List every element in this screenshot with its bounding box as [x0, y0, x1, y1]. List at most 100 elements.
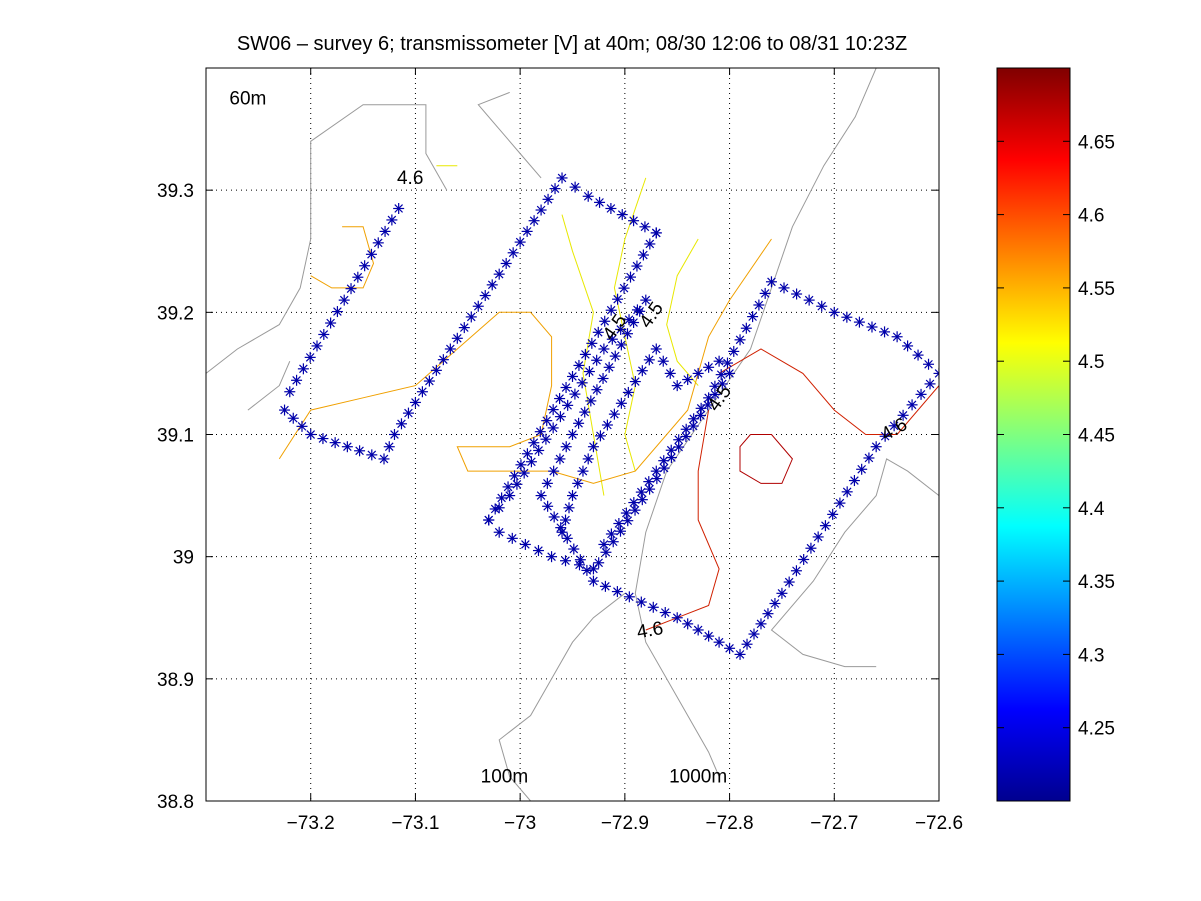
track-point-marker — [542, 193, 554, 205]
track-point-marker — [393, 202, 405, 214]
track-point-marker — [287, 412, 299, 424]
track-point-marker — [628, 317, 640, 329]
grid-lines — [206, 68, 939, 801]
track-point-marker — [713, 355, 725, 367]
track-point-marker — [644, 238, 656, 250]
track-point-marker — [629, 376, 641, 388]
track-point-marker — [715, 369, 727, 381]
track-point-marker — [304, 351, 316, 363]
colorbar-tick-label: 4.4 — [1078, 499, 1105, 520]
track-point-marker — [437, 354, 449, 366]
track-point-marker — [532, 545, 544, 557]
track-point-marker — [579, 406, 591, 418]
track-point-marker — [598, 343, 610, 355]
track-point-marker — [378, 453, 390, 465]
track-point-marker — [682, 618, 694, 630]
track-point-marker — [628, 497, 640, 509]
track-point-marker — [594, 196, 606, 208]
track-point-marker — [659, 607, 671, 619]
track-point-marker — [762, 608, 774, 620]
isobath-label: 60m — [229, 89, 266, 110]
track-point-marker — [657, 355, 669, 367]
track-point-marker — [504, 490, 516, 502]
track-point-marker — [692, 367, 704, 379]
track-point-marker — [636, 365, 648, 377]
track-point-marker — [416, 386, 428, 398]
x-tick-label: −73.1 — [391, 813, 439, 834]
track-point-marker — [776, 587, 788, 599]
track-point-marker — [386, 214, 398, 226]
track-point-marker — [923, 358, 935, 370]
x-tick-label: −72.8 — [706, 813, 754, 834]
track-point-marker — [317, 433, 329, 445]
track-point-marker — [486, 279, 498, 291]
track-point-marker — [329, 437, 341, 449]
track-point-marker — [511, 478, 523, 490]
track-point-marker — [650, 465, 662, 477]
track-point-marker — [479, 290, 491, 302]
track-point-marker — [583, 366, 595, 378]
track-point-marker — [554, 453, 566, 465]
track-point-marker — [863, 452, 875, 464]
track-point-marker — [597, 373, 609, 385]
track-point-marker — [279, 404, 291, 416]
track-point-marker — [548, 511, 560, 523]
track-point-marker — [506, 532, 518, 544]
track-point-marker — [682, 374, 694, 386]
track-point-marker — [521, 225, 533, 237]
track-point-marker — [423, 375, 435, 387]
track-point-marker — [906, 399, 918, 411]
track-point-marker — [567, 370, 578, 382]
track-point-marker — [624, 271, 636, 283]
track-point-marker — [848, 475, 860, 487]
track-point-marker — [915, 388, 927, 400]
track-point-marker — [541, 415, 553, 427]
track-point-marker — [345, 283, 357, 295]
track-point-marker — [728, 345, 740, 357]
track-point-marker — [759, 287, 771, 299]
track-point-marker — [562, 399, 574, 411]
track-point-marker — [755, 618, 767, 630]
track-point-marker — [451, 332, 463, 344]
track-point-marker — [379, 225, 391, 237]
track-point-marker — [912, 349, 924, 361]
track-point-marker — [924, 378, 936, 390]
bathymetry-contour — [498, 592, 626, 801]
track-point-marker — [623, 591, 635, 603]
track-point-marker — [605, 528, 617, 540]
track-point-marker — [615, 339, 627, 351]
track-point-marker — [791, 288, 803, 300]
track-point-marker — [483, 514, 495, 526]
track-point-marker — [547, 422, 559, 434]
track-point-marker — [458, 322, 470, 334]
track-point-marker — [609, 350, 621, 362]
y-tick-label: 39 — [173, 548, 194, 569]
track-point-marker — [612, 293, 624, 305]
track-point-marker — [721, 357, 733, 369]
track-point-marker — [671, 380, 683, 392]
track-point-marker — [567, 429, 578, 440]
track-point-marker — [514, 236, 526, 248]
track-point-marker — [383, 441, 395, 453]
bathymetry-contour — [770, 458, 939, 668]
track-point-marker — [563, 502, 575, 514]
track-point-marker — [622, 386, 634, 398]
y-tick-label: 39.3 — [157, 181, 194, 202]
track-point-marker — [585, 395, 597, 407]
track-point-marker — [605, 304, 617, 316]
track-point-marker — [567, 490, 578, 502]
track-point-marker — [783, 576, 795, 588]
track-point-marker — [518, 467, 530, 479]
track-point-marker — [581, 564, 593, 576]
track-point-marker — [395, 418, 407, 430]
track-point-marker — [747, 311, 759, 323]
track-point-marker — [870, 441, 882, 453]
track-point-marker — [354, 445, 366, 457]
track-point-marker — [778, 282, 790, 294]
track-point-marker — [296, 420, 308, 432]
track-point-marker — [359, 260, 371, 272]
track-point-marker — [569, 181, 581, 193]
track-point-marker — [724, 642, 736, 654]
track-point-marker — [549, 183, 561, 195]
